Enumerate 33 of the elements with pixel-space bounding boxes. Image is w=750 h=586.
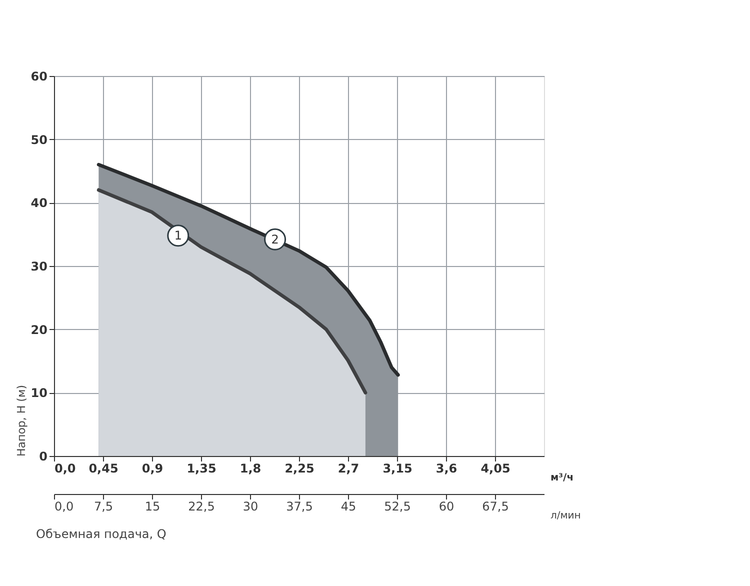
y-tick-label: 10 — [30, 386, 48, 400]
x2-tick-label: 22,5 — [188, 500, 215, 514]
text: Объемная подача, Q — [36, 527, 166, 541]
x-tick-label: 3,15 — [382, 462, 412, 476]
y-tick-label: 20 — [30, 322, 48, 337]
x-tick-label: 2,7 — [338, 462, 360, 476]
x-tick-label: 1,8 — [240, 462, 262, 476]
x-tick-label: 0,9 — [142, 462, 164, 476]
x-tick-label: 4,05 — [480, 462, 510, 476]
x-axis-title: м³/ч — [550, 472, 574, 484]
x-tick-label: 1,35 — [186, 462, 216, 476]
y-tick-label: 0 — [39, 450, 48, 464]
x-tick-label: 2,25 — [284, 462, 314, 476]
x2-tick-label: 0,0 — [54, 500, 74, 514]
x-tick-label: 3,6 — [436, 462, 458, 476]
x2-tick-label: 15 — [144, 500, 160, 514]
x2-axis-title: л/мин — [550, 510, 581, 522]
x-tick-label: 0,0 — [54, 462, 76, 476]
y-tick-label: 30 — [30, 260, 48, 274]
x2-tick-label: 52,5 — [384, 500, 411, 514]
y-tick-label: 50 — [30, 132, 48, 147]
annotation: 2 — [271, 232, 279, 246]
x2-tick-label: 67,5 — [482, 500, 509, 514]
y-axis-title: Напор, H (м) — [14, 384, 28, 456]
x2-tick-label: 7,5 — [94, 500, 114, 514]
x-tick-label: 0,45 — [88, 462, 118, 476]
x2-tick-label: 60 — [438, 500, 454, 514]
x2-tick-label: 45 — [340, 500, 356, 514]
x2-tick-label: 37,5 — [286, 500, 313, 514]
annotation: 1 — [174, 228, 182, 243]
y-tick-label: 40 — [30, 196, 48, 210]
y-tick-label: 60 — [30, 70, 48, 84]
x2-tick-label: 30 — [242, 500, 258, 514]
